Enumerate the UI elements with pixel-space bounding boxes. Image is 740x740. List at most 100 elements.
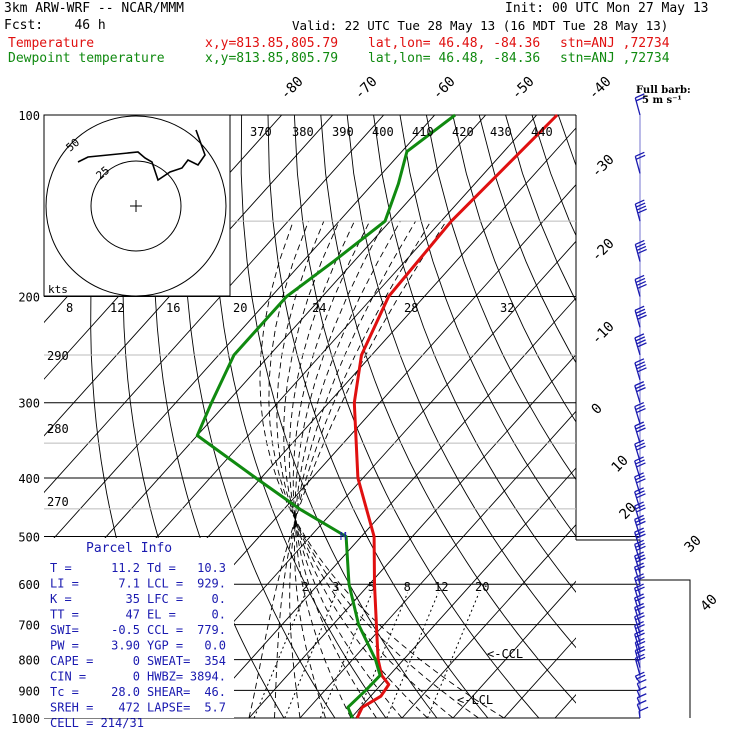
theta-label: 270: [47, 495, 69, 509]
barb-flag: [636, 445, 646, 451]
barb-flag: [634, 573, 644, 579]
parcel-row-value-b: 0.: [212, 592, 226, 606]
barb-flag: [636, 311, 647, 317]
barb-flag: [635, 656, 646, 662]
parcel-row-label-b: HWBZ=: [147, 670, 183, 684]
barb-flag: [636, 557, 646, 563]
barb-flag: [636, 245, 647, 252]
lcl-marker: <-LCL: [457, 693, 493, 707]
barb-flag: [636, 205, 647, 211]
barb-flag: [635, 361, 646, 367]
barb-flag: [634, 527, 644, 533]
dry-adiabat: [452, 115, 576, 423]
barb-flag: [634, 629, 644, 635]
barb-shaft: [636, 704, 641, 712]
barb-flag: [637, 283, 647, 290]
parcel-row-value-b: 0.: [212, 608, 226, 622]
barb-flag: [635, 596, 645, 602]
barb-flag: [636, 280, 647, 287]
parcel-row-label-b: YGP =: [147, 639, 183, 653]
parcel-row-label-a: SREH =: [50, 701, 93, 715]
isotherm: [350, 467, 576, 718]
barb-flag: [635, 384, 645, 390]
barb-flag: [637, 314, 647, 320]
parcel-row-label-b: SWEAT=: [147, 654, 190, 668]
theta-e-label: 20: [233, 301, 247, 315]
barb-flag: [635, 424, 645, 430]
mixing-ratio-line: [386, 592, 439, 718]
barb-flag: [634, 562, 644, 568]
isotherm-label: -80: [278, 74, 307, 103]
dewpoint-profile: [195, 113, 457, 719]
barb-flag: [635, 475, 645, 481]
isotherm: [197, 297, 576, 718]
barb-flag: [634, 305, 645, 311]
theta-label: 290: [47, 349, 69, 363]
barb-flag: [635, 586, 645, 592]
barb-flag: [636, 533, 646, 539]
grid-low-clipped: 2 3 5 8 12 20: [253, 580, 489, 718]
barb-flag: [635, 93, 645, 99]
barb-shaft: [638, 711, 641, 719]
parcel-row-value-a: 28.0: [111, 685, 140, 699]
isotherm-label: -40: [586, 74, 615, 103]
parcel-row-value-b: 10.3: [197, 561, 226, 575]
ccl-marker: <-CCL: [487, 647, 523, 661]
isotherm-label: 0: [589, 401, 606, 418]
barb-flag: [635, 653, 645, 659]
moist-adiabat: [294, 220, 386, 718]
parcel-row-label-a: TT =: [50, 608, 79, 622]
moist-adiabat: [294, 220, 401, 718]
pressure-label-400: 400: [18, 472, 40, 486]
moist-adiabat: [292, 221, 377, 718]
parcel-row-value-b: 0.0: [204, 639, 226, 653]
moist-adiabat: [288, 221, 403, 718]
isotherm: [401, 523, 576, 718]
parcel-row-label-a: LI =: [50, 577, 79, 591]
theta-label: 370: [250, 125, 272, 139]
barb-flag: [636, 478, 646, 484]
theta-label: 430: [490, 125, 512, 139]
dry-adiabat: [373, 115, 576, 593]
dry-adiabat: [293, 115, 540, 718]
barb-flag: [635, 674, 646, 680]
mixing-ratio-label: 12: [434, 580, 448, 594]
barb-flag: [636, 520, 646, 526]
barb-flag: [635, 490, 645, 496]
isotherm-label: 40: [698, 592, 721, 615]
barb-flag: [637, 686, 647, 692]
barb-flag: [634, 274, 645, 281]
parcel-row-value-a: 3.90: [111, 639, 140, 653]
pressure-label-200: 200: [18, 291, 40, 305]
moist-adiabat: [274, 220, 432, 718]
isotherm: [44, 115, 334, 437]
parcel-row-value-a: 35: [126, 592, 140, 606]
parcel-row-label-b: LFC =: [147, 592, 183, 606]
parcel-row-label-b: Td =: [147, 561, 176, 575]
barb-flag: [636, 407, 646, 414]
theta-label: 380: [292, 125, 314, 139]
barb-flag: [635, 308, 646, 314]
barb-flag: [635, 632, 645, 638]
pressure-label-100: 100: [18, 109, 40, 123]
hodograph-trace: [77, 129, 206, 182]
barb-flag: [635, 640, 646, 647]
dry-adiabat: [585, 115, 740, 718]
isotherm: [146, 240, 576, 718]
barb-flag: [637, 693, 647, 699]
moist-adiabat: [276, 221, 454, 718]
theta-e-label: 28: [404, 301, 418, 315]
barb-flag: [635, 565, 645, 571]
barb-flag: [635, 239, 645, 246]
parcel-row-label-a: Tc =: [50, 685, 79, 699]
parcel-row-value-a: 7.1: [118, 577, 140, 591]
dry-adiabat: [505, 115, 576, 302]
parcel-row-value-b: 5.7: [204, 701, 226, 715]
valid-time: Valid: 22 UTC Tue 28 May 13 (16 MDT Tue …: [292, 18, 669, 33]
parcel-row-label-a: K =: [50, 592, 72, 606]
temperature-xy: x,y=813.85,805.79: [205, 36, 339, 51]
isotherm: [248, 353, 576, 718]
barb-flag: [634, 583, 644, 589]
barb-flag: [634, 514, 644, 520]
parcel-row-label-b: SHEAR=: [147, 685, 190, 699]
